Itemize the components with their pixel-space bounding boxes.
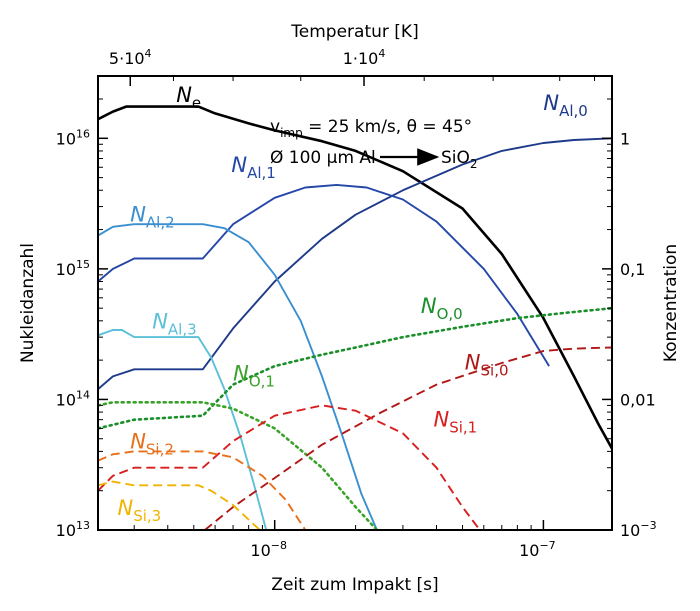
plot-frame	[97, 75, 613, 531]
series-label-si-2: NSi,2	[130, 430, 174, 459]
series-line-o-1	[98, 401, 379, 530]
series-layer	[98, 105, 612, 530]
series-label-al-0: NAl,0	[543, 91, 587, 120]
series-label-al-1: NAl,1	[231, 153, 275, 182]
tick-layer: 1013 1014 1015 1016 10−3 0,01 0,1 1 10−8 10−7 5·10…	[56, 47, 657, 560]
series-label-o-1: NO,1	[233, 361, 275, 390]
series-line-al-2	[98, 223, 378, 530]
series-label-si-1: NSi,1	[434, 408, 478, 437]
series-line-si-3	[98, 480, 261, 530]
top-axis-title: Temperatur [K]	[290, 22, 418, 42]
series-label-e: Ne	[176, 83, 201, 112]
right-tick-label: 1	[620, 129, 630, 148]
annotation-line-1: vimp = 25 km/s, θ = 45°	[270, 117, 472, 140]
series-label-al-3: NAl,3	[152, 309, 196, 338]
x-tick-label: 10−7	[519, 539, 556, 560]
series-line-al-0	[98, 137, 612, 390]
label-layer: Ne NAl,0 NAl,1 NAl,2 NAl,3 NO,0 NO,1 NSi,0 NSi,1…	[118, 83, 588, 525]
series-label-al-2: NAl,2	[130, 203, 174, 232]
top-tick-label: 5·104	[109, 47, 152, 68]
right-axis-title: Konzentration	[661, 244, 681, 362]
y-tick-label: 1014	[56, 388, 90, 409]
x-tick-label: 10−8	[250, 539, 287, 560]
x-axis-title: Zeit zum Impakt [s]	[271, 575, 438, 595]
series-line-si-2	[98, 450, 307, 530]
series-line-al-3	[98, 329, 268, 530]
series-label-si-3: NSi,3	[118, 496, 162, 525]
y-axis-title: Nukleidanzahl	[18, 243, 38, 363]
series-line-al-1	[98, 183, 550, 367]
top-tick-label: 1·104	[343, 47, 386, 68]
annotation: vimp = 25 km/s, θ = 45° Ø 100 µm Al SiO2	[270, 117, 478, 171]
right-tick-label: 0,01	[620, 390, 656, 409]
series-line-si-1	[98, 404, 481, 530]
series-line-si-0	[204, 346, 612, 530]
series-label-o-0: NO,0	[421, 294, 463, 323]
y-tick-label: 1016	[56, 127, 90, 148]
series-line-e	[98, 105, 612, 450]
y-tick-label: 1015	[56, 258, 90, 279]
right-tick-label: 10−3	[620, 519, 657, 540]
right-tick-label: 0,1	[620, 260, 645, 279]
series-line-o-0	[98, 306, 612, 430]
annotation-line-2-left: Ø 100 µm Al	[270, 148, 376, 168]
series-label-si-0: NSi,0	[465, 350, 509, 379]
y-tick-label: 1013	[56, 519, 90, 540]
annotation-line-2-right: SiO2	[441, 148, 478, 171]
